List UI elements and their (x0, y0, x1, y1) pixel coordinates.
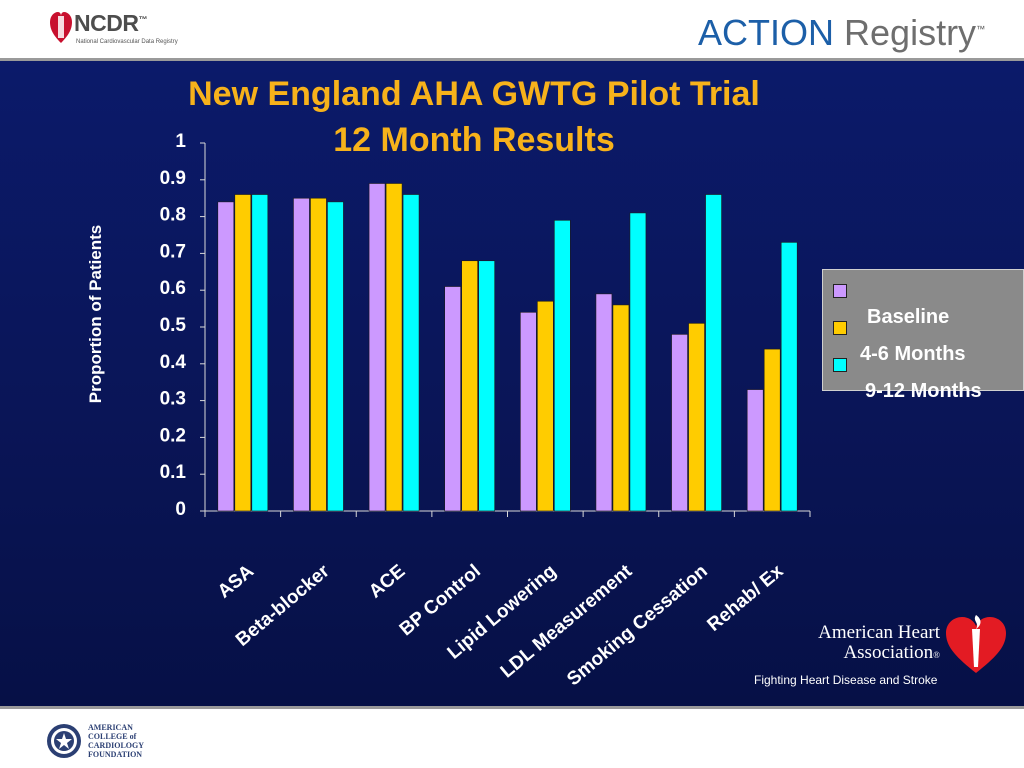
bar-baseline (520, 311, 537, 512)
bar-4-6-months (385, 183, 403, 512)
y-tick-label: 0.1 (160, 462, 187, 483)
y-tick-label: 0.5 (160, 315, 187, 336)
y-tick-label: 0 (175, 499, 186, 520)
bar-4-6-months (234, 194, 252, 512)
chart-title-line2: 12 Month Results (333, 121, 615, 159)
bar-9-12-months (402, 194, 420, 512)
y-tick-label: 0.9 (160, 168, 186, 189)
footer-bar: AMERICAN COLLEGE of CARDIOLOGY FOUNDATIO… (0, 706, 1024, 768)
bar-4-6-months (310, 197, 327, 512)
aha-tagline: Fighting Heart Disease and Stroke (754, 673, 938, 687)
chart-title-line1: New England AHA GWTG Pilot Trial (188, 75, 760, 113)
bar-4-6-months (763, 348, 781, 512)
bar-baseline (368, 183, 386, 512)
bar-baseline (217, 201, 235, 512)
x-tick-label: LDL Measurement (497, 560, 637, 682)
legend-swatch-4-6-months (833, 321, 847, 335)
aha-logo-text: American Heart Association® (818, 622, 940, 663)
ncdr-logo-subtitle: National Cardiovascular Data Registry (76, 39, 178, 45)
y-tick-label: 0.4 (160, 352, 187, 373)
legend-swatch-9-12-months (833, 358, 847, 372)
slide-area: New England AHA GWTG Pilot Trial 12 Mont… (0, 61, 1024, 706)
bar-4-6-months (537, 300, 554, 512)
ncdr-logo-text: NCDR™ (74, 10, 147, 36)
bar-9-12-months (478, 260, 495, 512)
chart-legend: Baseline 4-6 Months 9-12 Months (822, 269, 1024, 402)
ncdr-heart-icon (50, 12, 72, 43)
acc-logo: AMERICAN COLLEGE of CARDIOLOGY FOUNDATIO… (46, 723, 186, 765)
header-divider (0, 58, 1024, 61)
bar-baseline (595, 293, 613, 512)
bar-9-12-months (327, 201, 344, 512)
bar-9-12-months (629, 212, 647, 512)
bar-4-6-months (612, 304, 630, 512)
x-tick-label: ACE (365, 561, 409, 603)
bar-chart: 0 0.1 0.2 0.3 0.4 0.5 0.6 0.7 0.8 0.9 1 Proportion … (86, 131, 811, 690)
ncdr-logo: NCDR™ National Cardiovascular Data Regis… (50, 8, 210, 52)
bar-baseline (746, 389, 764, 512)
x-tick-label: Smoking Cessation (563, 561, 712, 690)
legend-label-4-6-months: 4-6 Months (860, 343, 966, 365)
bar-4-6-months (461, 260, 478, 512)
bar-9-12-months (554, 219, 571, 512)
legend-swatch-baseline (833, 284, 847, 298)
legend-label-9-12-months: 9-12 Months (865, 380, 982, 402)
y-tick-label: 0.7 (160, 241, 186, 262)
acc-seal-icon (47, 724, 81, 758)
heart-torch-icon (946, 615, 1006, 673)
y-tick-label: 0.6 (160, 278, 186, 299)
bar-9-12-months (251, 194, 269, 512)
registry-word: Registry (844, 12, 977, 53)
action-registry-logo: ACTION Registry™ (698, 12, 986, 53)
aha-logo: American Heart Association® Fighting Hea… (748, 613, 1008, 693)
header-bar: NCDR™ National Cardiovascular Data Regis… (0, 0, 1024, 58)
y-tick-label: 0.3 (160, 389, 186, 410)
y-axis-label: Proportion of Patients (86, 225, 105, 404)
legend-label-baseline: Baseline (867, 306, 950, 328)
bar-baseline (671, 334, 688, 512)
x-tick-label: ASA (214, 561, 258, 603)
acc-logo-text: AMERICAN COLLEGE of CARDIOLOGY FOUNDATIO… (88, 723, 145, 759)
action-word: ACTION (698, 12, 835, 53)
bar-baseline (293, 197, 310, 512)
y-tick-label: 0.2 (160, 425, 186, 446)
y-tick-label: 1 (175, 131, 186, 152)
bar-9-12-months (780, 242, 798, 512)
y-tick-label: 0.8 (160, 205, 186, 226)
bar-9-12-months (705, 194, 722, 512)
bar-baseline (444, 286, 461, 512)
bar-4-6-months (688, 323, 705, 512)
